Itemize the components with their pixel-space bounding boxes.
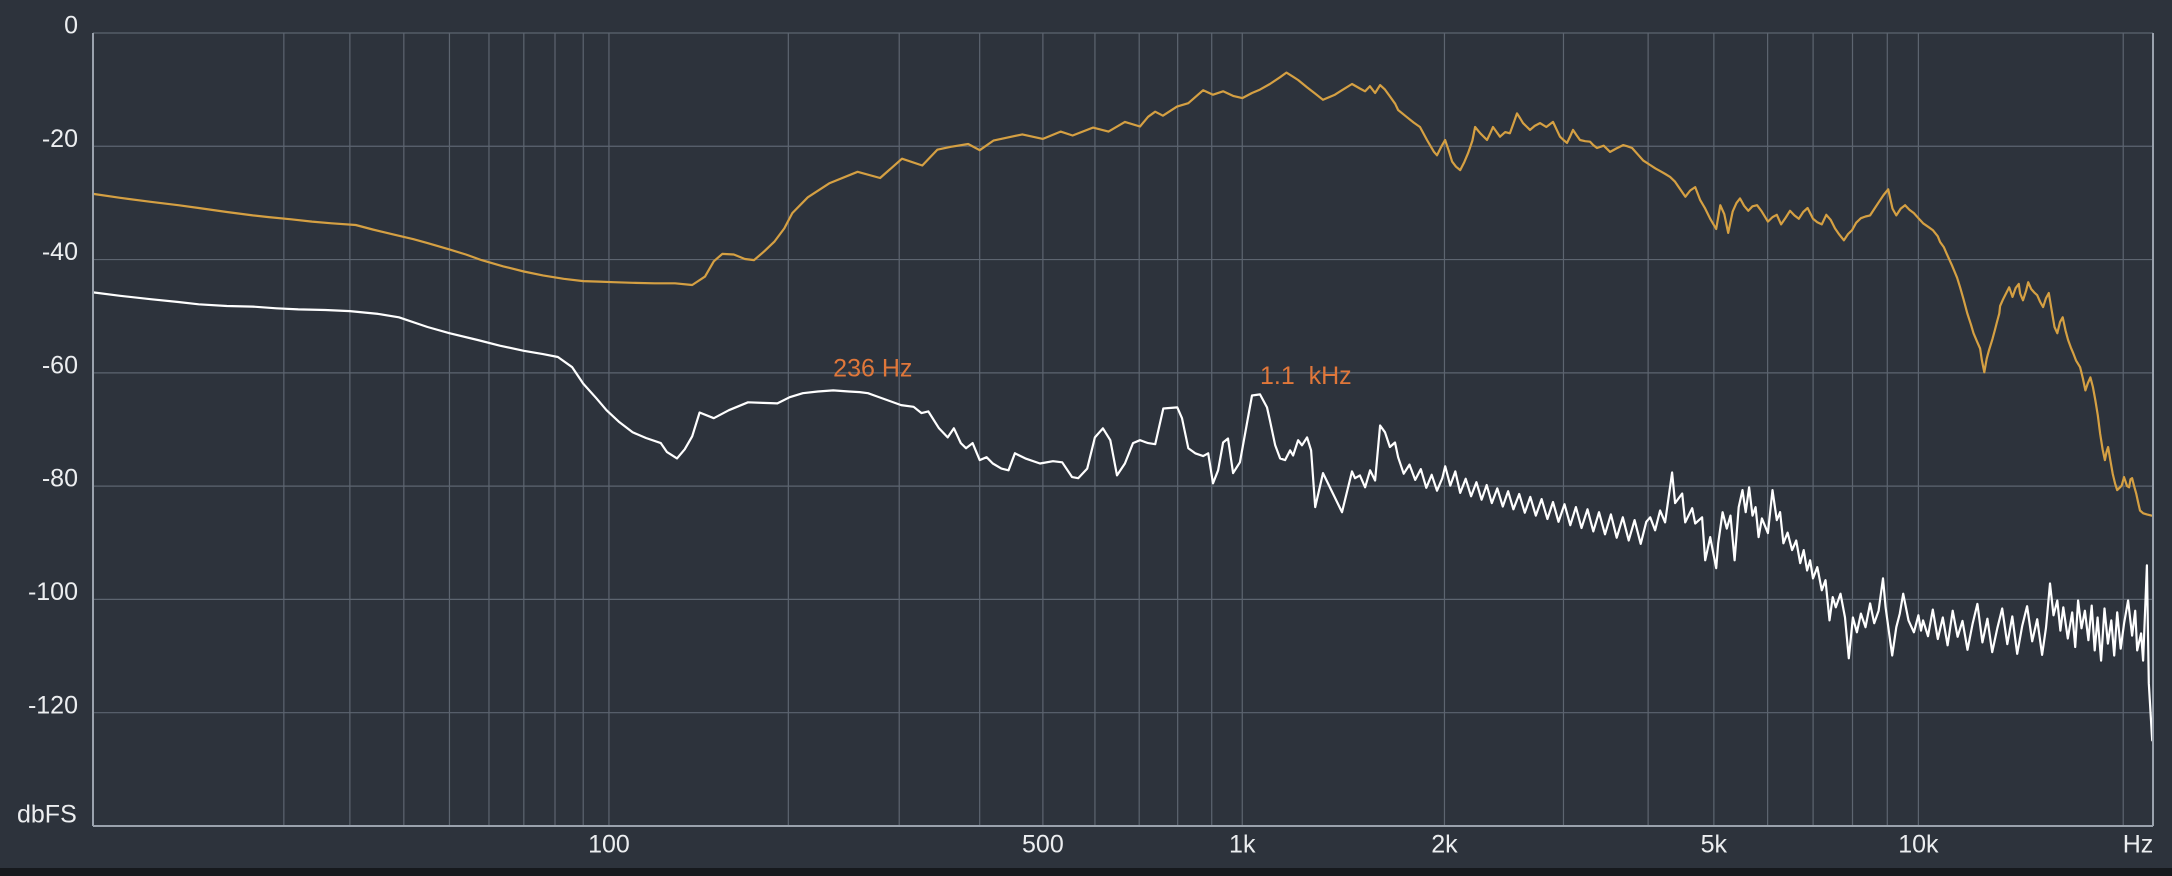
x-axis-tick-labels: 100 500 1k 2k 5k 10k: [588, 831, 1939, 859]
axis-borders: [92, 33, 2154, 827]
y-axis-unit-label: dbFS: [17, 801, 77, 829]
ytick--100: -100: [28, 578, 78, 606]
xtick-10k: 10k: [1898, 831, 1939, 859]
bottom-edge-bar: [0, 868, 2172, 876]
peak-label-236-Hz: 236 Hz: [833, 355, 912, 383]
ytick--80: -80: [42, 465, 78, 493]
ytick--40: -40: [42, 238, 78, 266]
xtick-100: 100: [588, 831, 630, 859]
trace-peak-hold-spectrum: [93, 71, 2153, 517]
y-axis-tick-labels: 0 -20 -40 -60 -80 -100 -120: [28, 12, 78, 720]
xtick-2k: 2k: [1431, 831, 1458, 859]
frequency-gridlines: [283, 33, 2124, 826]
x-axis-unit-label: Hz: [2123, 831, 2154, 859]
level-gridlines: [93, 32, 2153, 714]
ytick--20: -20: [42, 125, 78, 153]
spectrum-traces: [93, 71, 2153, 742]
ytick--60: -60: [42, 351, 78, 379]
peak-label-1.1-kHz: 1.1 kHz: [1260, 362, 1352, 390]
xtick-500: 500: [1022, 831, 1064, 859]
peak-frequency-annotations: 236 Hz 1.1 kHz: [833, 355, 1352, 390]
xtick-5k: 5k: [1701, 831, 1728, 859]
xtick-1k: 1k: [1229, 831, 1256, 859]
ytick--120: -120: [28, 691, 78, 719]
trace-live-spectrum: [93, 291, 2153, 742]
ytick-0: 0: [64, 12, 78, 40]
